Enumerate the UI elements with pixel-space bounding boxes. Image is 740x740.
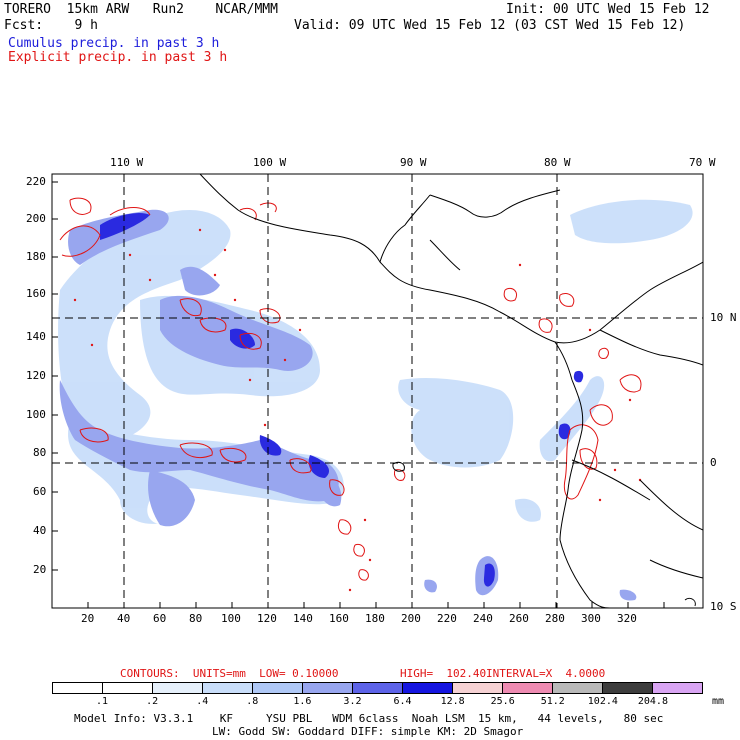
colorbar-swatch (53, 683, 103, 693)
x-tick: 240 (473, 612, 493, 625)
colorbar-swatch (153, 683, 203, 693)
colorbar-label: 6.4 (393, 696, 412, 707)
y-tick: 100 (26, 408, 46, 421)
lat-label-10n: 10 N (710, 311, 737, 324)
colorbar-label: .2 (146, 696, 159, 707)
model-physics: LW: Godd SW: Goddard DIFF: simple KM: 2D… (212, 725, 524, 738)
lon-label-70w: 70 W (689, 156, 716, 169)
x-tick: 300 (581, 612, 601, 625)
lon-label-80w: 80 W (544, 156, 571, 169)
y-tick: 120 (26, 369, 46, 382)
colorbar-label: .4 (196, 696, 209, 707)
colorbar (52, 682, 703, 694)
colorbar-swatch (553, 683, 603, 693)
x-tick: 320 (617, 612, 637, 625)
y-tick: 220 (26, 175, 46, 188)
x-tick: 80 (189, 612, 203, 625)
axis-ticks (52, 181, 665, 608)
coastlines (199, 174, 703, 608)
valid-time: Valid: 09 UTC Wed 15 Feb 12 (03 CST Wed … (294, 18, 686, 33)
map-frame (51, 173, 704, 609)
lon-label-100w: 100 W (253, 156, 287, 169)
colorbar-swatch (653, 683, 702, 693)
colorbar-swatch (253, 683, 303, 693)
lon-label-110w: 110 W (110, 156, 144, 169)
colorbar-swatch (203, 683, 253, 693)
colorbar-swatch (353, 683, 403, 693)
colorbar-label: .8 (246, 696, 259, 707)
colorbar-swatch (503, 683, 553, 693)
y-tick: 40 (33, 524, 47, 537)
colorbar-labels: .1 .2 .4 .8 1.6 3.2 6.4 12.8 25.6 51.2 102.4 204.8 (52, 697, 703, 709)
colorbar-swatch (453, 683, 503, 693)
y-tick: 200 (26, 212, 46, 225)
y-tick: 80 (33, 446, 47, 459)
colorbar-label: 102.4 (587, 696, 618, 707)
colorbar-swatch (103, 683, 153, 693)
x-tick: 20 (81, 612, 95, 625)
lon-label-90w: 90 W (400, 156, 427, 169)
contours-interval: INTERVAL=X 4.0000 (486, 667, 606, 680)
field-explicit: Explicit precip. in past 3 h (8, 50, 228, 65)
colorbar-swatch (303, 683, 353, 693)
x-tick: 40 (117, 612, 131, 625)
init-time: Init: 00 UTC Wed 15 Feb 12 (506, 2, 710, 17)
field-cumulus: Cumulus precip. in past 3 h (8, 36, 220, 51)
model-title: TORERO 15km ARW Run2 NCAR/MMM (4, 2, 278, 17)
lat-label-10s: 10 S (710, 600, 737, 613)
y-tick: 140 (26, 330, 46, 343)
y-tick: 160 (26, 287, 46, 300)
model-info: Model Info: V3.3.1 KF YSU PBL WDM 6class… (74, 712, 664, 725)
colorbar-swatch (403, 683, 453, 693)
colorbar-label: .1 (96, 696, 109, 707)
colorbar-label: 3.2 (343, 696, 362, 707)
contours-high: HIGH= 102.40 (400, 667, 487, 680)
x-tick: 140 (293, 612, 313, 625)
x-tick: 180 (365, 612, 385, 625)
y-tick: 60 (33, 485, 47, 498)
colorbar-label: 12.8 (440, 696, 465, 707)
y-tick: 20 (33, 563, 47, 576)
x-tick: 100 (221, 612, 241, 625)
x-tick: 200 (401, 612, 421, 625)
x-tick: 220 (437, 612, 457, 625)
contours-info: CONTOURS: UNITS=mm LOW= 0.10000 (120, 667, 339, 680)
x-tick: 60 (153, 612, 167, 625)
colorbar-label: 51.2 (540, 696, 565, 707)
colorbar-label: 1.6 (293, 696, 312, 707)
forecast-hour: Fcst: 9 h (4, 18, 98, 33)
lat-label-0: 0 (710, 456, 717, 469)
colorbar-label: 204.8 (637, 696, 668, 707)
graticule (52, 174, 703, 608)
colorbar-unit: mm (712, 696, 725, 707)
y-tick: 180 (26, 250, 46, 263)
explicit-contours (59, 197, 642, 581)
cumulus-dark-areas (100, 213, 584, 587)
x-tick: 260 (509, 612, 529, 625)
x-tick: 160 (329, 612, 349, 625)
colorbar-label: 25.6 (490, 696, 515, 707)
x-tick: 120 (257, 612, 277, 625)
colorbar-swatch (603, 683, 653, 693)
x-tick: 280 (545, 612, 565, 625)
